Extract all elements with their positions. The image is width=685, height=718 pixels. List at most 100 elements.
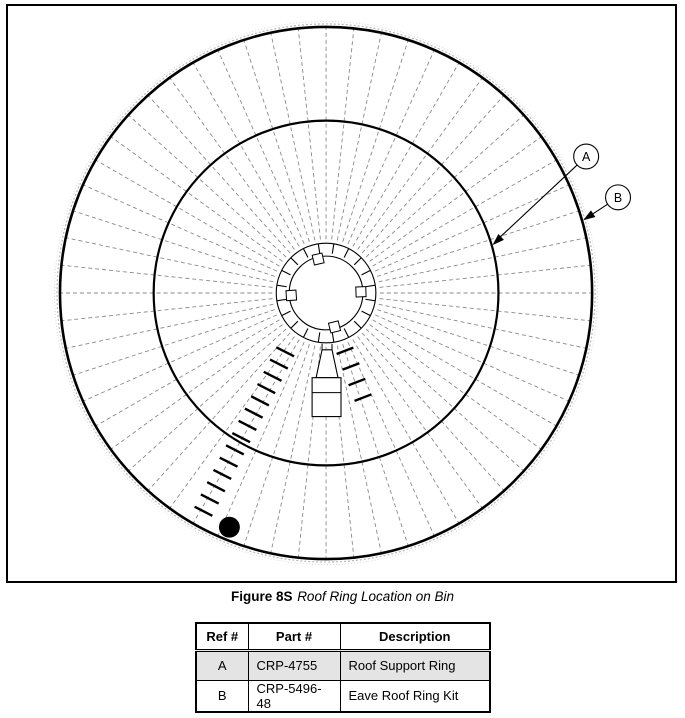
roof-panel-line: [297, 29, 321, 240]
ladder-rung: [342, 362, 360, 371]
roof-ladder-long: [194, 346, 295, 517]
roof-panel-line: [342, 344, 409, 546]
ladder-rung: [348, 377, 366, 387]
roof-panel-line: [361, 95, 504, 254]
roof-panel-line: [375, 314, 569, 402]
table-row: B CRP-5496-48 Eave Roof Ring Kit: [195, 679, 491, 712]
ladder-rung: [200, 493, 220, 505]
roof-panel-line: [377, 210, 579, 277]
callout-b-circle: [605, 184, 632, 211]
roof-panel-line: [217, 341, 305, 536]
roof-panel-line: [270, 345, 316, 553]
roof-panel-line: [372, 160, 556, 267]
hub-ticks: [276, 243, 376, 343]
roof-panel-line: [128, 115, 287, 258]
ladder-rung: [231, 432, 251, 444]
roof-panel-line: [270, 33, 316, 241]
roof-panel-line: [111, 324, 283, 450]
ladder-rung: [263, 370, 283, 382]
ladder-rung: [238, 419, 257, 431]
roof-panel-line: [378, 303, 586, 349]
roof-panel-line: [377, 309, 579, 376]
hub-tick: [353, 257, 362, 266]
roof-panel-line: [365, 328, 524, 471]
cell-ref-b: B: [195, 679, 249, 712]
eave-stipple-ring-outer: [54, 20, 599, 566]
hub-tick: [281, 310, 291, 317]
hub-tick: [343, 328, 350, 338]
eave-roof-ring-outer: [58, 25, 594, 561]
roof-panel-line: [148, 95, 291, 254]
hub-collar-clip: [285, 289, 298, 302]
hub-tick: [331, 332, 335, 343]
ladder-rung: [194, 505, 213, 517]
ladder-rung: [256, 382, 276, 395]
roof-panel-line: [83, 184, 278, 272]
header-part: Part #: [247, 622, 341, 652]
roof-panel-line: [379, 264, 590, 288]
figure-border: A B: [6, 4, 677, 583]
hub-tick: [281, 269, 291, 276]
ladder-rung: [219, 456, 239, 468]
ladder-rung: [250, 395, 270, 407]
roof-support-ring-inner: [152, 119, 500, 467]
roof-panel-line: [357, 78, 483, 250]
table-row: A CRP-4755 Roof Support Ring: [195, 649, 491, 681]
roof-panel-line: [96, 160, 280, 267]
hub-tick: [290, 320, 299, 329]
roof-panel-line: [148, 332, 291, 491]
roof-chute: [311, 343, 342, 418]
hub-tick: [317, 332, 321, 343]
ladder-rung: [275, 346, 295, 358]
roof-panel-line: [169, 78, 295, 250]
hub-tick: [361, 269, 371, 276]
roof-panel-line: [361, 332, 504, 491]
roof-ladder-short: [336, 346, 372, 402]
hub-tick: [302, 248, 309, 258]
cell-part-b: CRP-5496-48: [247, 679, 341, 712]
figure-caption-number: Figure 8S: [230, 589, 293, 604]
eave-stipple-ring: [56, 23, 596, 563]
hub-tick: [317, 243, 321, 254]
callout-b: B: [583, 184, 632, 221]
roof-panel-line: [352, 63, 459, 247]
roof-panel-line: [169, 336, 295, 508]
callout-a-leader: [499, 164, 578, 239]
roof-panel-line: [342, 40, 409, 242]
roof-panel-line: [128, 328, 287, 471]
roof-panel-line: [379, 298, 590, 322]
hub-tick: [365, 284, 376, 288]
roof-panel-line: [365, 115, 524, 258]
roof-panel-line: [73, 210, 276, 277]
hub-collar-clip: [327, 320, 342, 334]
ladder-rung: [354, 393, 372, 402]
header-ref: Ref #: [195, 622, 249, 652]
roof-panel-line: [347, 341, 435, 536]
hub-tick: [353, 320, 362, 329]
roof-panel-line: [83, 314, 278, 402]
roof-panel-line: [372, 319, 556, 426]
hub-tick: [290, 257, 299, 266]
roof-panel-line: [111, 136, 283, 262]
hub-tick: [276, 284, 287, 288]
roof-panel-line: [369, 324, 541, 450]
roof-panel-line: [193, 63, 300, 247]
hub-tick: [302, 328, 309, 338]
ladder-rung: [336, 346, 354, 356]
figure-caption: Figure 8S Roof Ring Location on Bin: [0, 588, 685, 605]
callout-b-leader: [592, 203, 608, 215]
hub-collar-clip: [311, 252, 325, 266]
roof-panel-line: [369, 136, 541, 262]
roof-panel-lines: [60, 27, 592, 559]
roof-panel-line: [357, 336, 483, 508]
hub-inner-circle: [288, 255, 364, 331]
hub-tick: [361, 310, 371, 317]
hub-tick: [365, 298, 376, 302]
roof-panel-line: [193, 339, 300, 523]
roof-manway-dot: [218, 516, 240, 538]
callout-a-arrowhead: [492, 234, 504, 246]
roof-panel-line: [331, 29, 355, 240]
roof-panel-line: [336, 345, 382, 553]
roof-panel-line: [66, 303, 274, 349]
hub-collar-clip: [355, 286, 367, 298]
